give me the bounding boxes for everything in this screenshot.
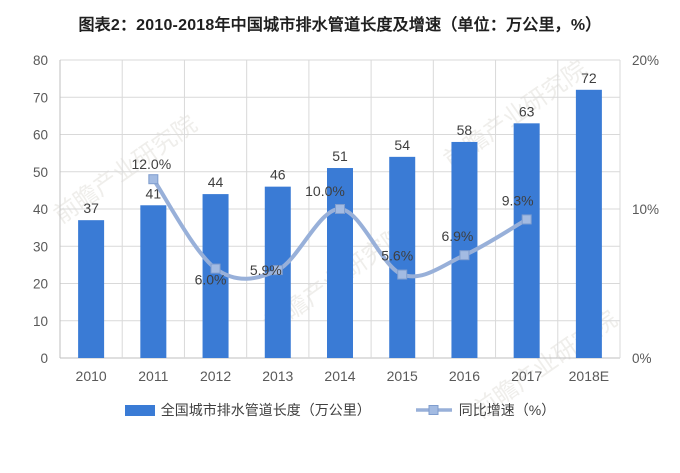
bar xyxy=(78,220,105,358)
growth-marker xyxy=(521,214,532,225)
right-axis-tick-label: 0% xyxy=(632,351,652,366)
growth-marker xyxy=(335,204,345,214)
legend: 全国城市排水管道长度（万公里） 同比增速（%） xyxy=(0,400,680,420)
growth-marker xyxy=(459,250,470,261)
x-axis-tick-label: 2018E xyxy=(569,368,609,384)
left-axis-tick-label: 20 xyxy=(33,277,48,292)
growth-value-label: 12.0% xyxy=(131,156,171,172)
x-axis-tick-label: 2014 xyxy=(324,368,355,384)
bar-value-label: 51 xyxy=(332,148,348,164)
x-axis-tick-label: 2015 xyxy=(387,368,418,384)
growth-value-label: 9.3% xyxy=(502,192,534,208)
growth-marker xyxy=(210,263,221,274)
legend-item-bar-series: 全国城市排水管道长度（万公里） xyxy=(124,400,371,420)
growth-value-label: 6.9% xyxy=(441,228,473,244)
bar xyxy=(140,205,167,358)
bar xyxy=(513,123,540,358)
bar-series-swatch xyxy=(124,404,155,416)
x-axis-tick-label: 2016 xyxy=(449,368,480,384)
x-axis-tick-label: 2017 xyxy=(511,368,542,384)
bar-value-label: 54 xyxy=(394,137,410,153)
left-axis-tick-label: 80 xyxy=(33,53,48,68)
growth-value-label: 5.6% xyxy=(381,248,413,264)
x-axis-tick-label: 2011 xyxy=(138,368,168,384)
left-axis-tick-label: 0 xyxy=(40,351,48,366)
left-axis-tick-label: 60 xyxy=(33,128,48,143)
bar xyxy=(327,168,353,358)
left-axis-tick-label: 10 xyxy=(33,314,48,329)
chart-title: 图表2：2010-2018年中国城市排水管道长度及增速（单位：万公里，%） xyxy=(78,17,602,34)
left-axis-tick-label: 70 xyxy=(33,90,48,105)
growth-marker xyxy=(397,269,408,280)
legend-marker-glyph xyxy=(428,405,439,415)
x-axis-tick-label: 2013 xyxy=(262,368,293,384)
growth-value-label: 6.0% xyxy=(195,272,227,288)
growth-value-label: 10.0% xyxy=(305,183,345,199)
bar-value-label: 58 xyxy=(457,122,473,138)
legend-item-line-series: 同比增速（%） xyxy=(415,400,555,420)
bar-value-label: 63 xyxy=(519,103,535,119)
bar-value-label: 46 xyxy=(270,167,286,183)
bar xyxy=(389,156,416,358)
right-axis-tick-label: 10% xyxy=(632,202,659,217)
left-axis-tick-label: 50 xyxy=(33,165,48,180)
bar-value-label: 44 xyxy=(208,174,224,190)
bar xyxy=(575,89,602,359)
x-axis-tick-label: 2010 xyxy=(76,368,107,384)
bar-series-label: 全国城市排水管道长度（万公里） xyxy=(160,402,371,418)
x-axis-tick-label: 2012 xyxy=(200,368,231,384)
right-axis-tick-label: 20% xyxy=(632,53,659,68)
growth-marker xyxy=(148,174,159,185)
growth-marker xyxy=(272,265,283,276)
line-series-label: 同比增速（%） xyxy=(458,402,556,418)
left-axis-tick-label: 30 xyxy=(33,239,48,254)
left-axis-tick-label: 40 xyxy=(33,202,48,217)
growth-value-label: 5.9% xyxy=(250,262,282,278)
bar-value-label: 37 xyxy=(83,200,99,216)
bar-value-label: 72 xyxy=(581,70,597,86)
line-series-swatch xyxy=(415,405,452,415)
